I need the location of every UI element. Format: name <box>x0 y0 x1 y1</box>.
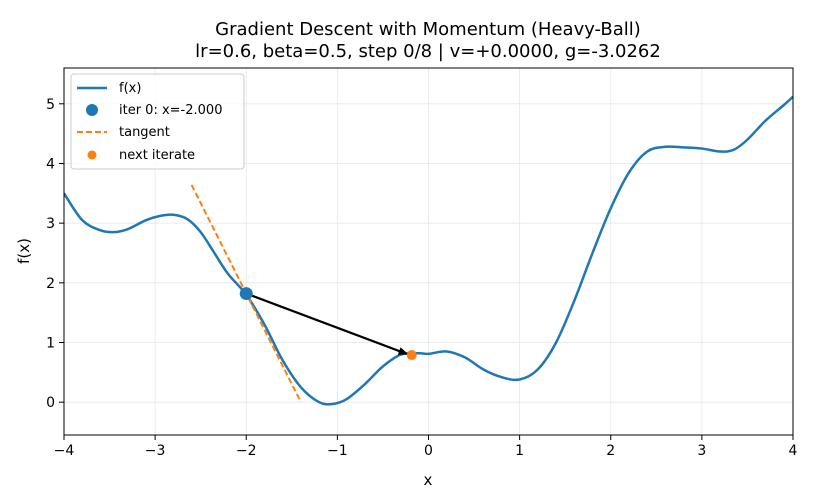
x-tick-label: 3 <box>697 443 706 459</box>
legend-swatch-next <box>87 150 97 160</box>
fx-curve <box>64 95 793 406</box>
x-tick-label: −3 <box>145 443 166 459</box>
grid <box>63 68 794 435</box>
x-tick-label: 1 <box>515 443 524 459</box>
x-tick-label: −4 <box>54 443 75 459</box>
y-tick-label: 1 <box>46 336 55 352</box>
current-iterate-point <box>239 287 253 301</box>
x-tick-label: 4 <box>789 443 798 459</box>
axis-ticks: −4 −3 −2 −1 0 1 2 3 4 0 1 2 3 4 5 <box>46 97 797 459</box>
legend-box <box>70 73 245 170</box>
y-tick-label: 5 <box>46 97 55 113</box>
x-tick-label: −2 <box>236 443 257 459</box>
x-axis-label: x <box>424 471 433 489</box>
x-tick-label: 2 <box>606 443 615 459</box>
legend-swatch-iter <box>86 104 98 116</box>
next-iterate-point <box>406 350 417 361</box>
y-tick-label: 4 <box>46 156 55 172</box>
y-tick-label: 0 <box>46 395 55 411</box>
legend: f(x) iter 0: x=-2.000 tangent next itera… <box>70 73 245 170</box>
plot-area <box>64 95 793 406</box>
y-tick-label: 2 <box>46 276 55 292</box>
legend-label-next: next iterate <box>119 148 195 163</box>
plot-frame <box>63 67 794 436</box>
chart-title: Gradient Descent with Momentum (Heavy-Ba… <box>215 19 641 40</box>
chart-subtitle: lr=0.6, beta=0.5, step 0/8 | v=+0.0000, … <box>195 41 661 62</box>
x-tick-label: −1 <box>327 443 348 459</box>
y-axis-label: f(x) <box>15 238 33 264</box>
momentum-step-arrow <box>245 292 409 355</box>
legend-label-tangent: tangent <box>119 125 170 140</box>
x-tick-label: 0 <box>424 443 433 459</box>
legend-label-iter: iter 0: x=-2.000 <box>119 103 222 118</box>
y-tick-label: 3 <box>46 216 55 232</box>
legend-label-fx: f(x) <box>119 81 141 96</box>
